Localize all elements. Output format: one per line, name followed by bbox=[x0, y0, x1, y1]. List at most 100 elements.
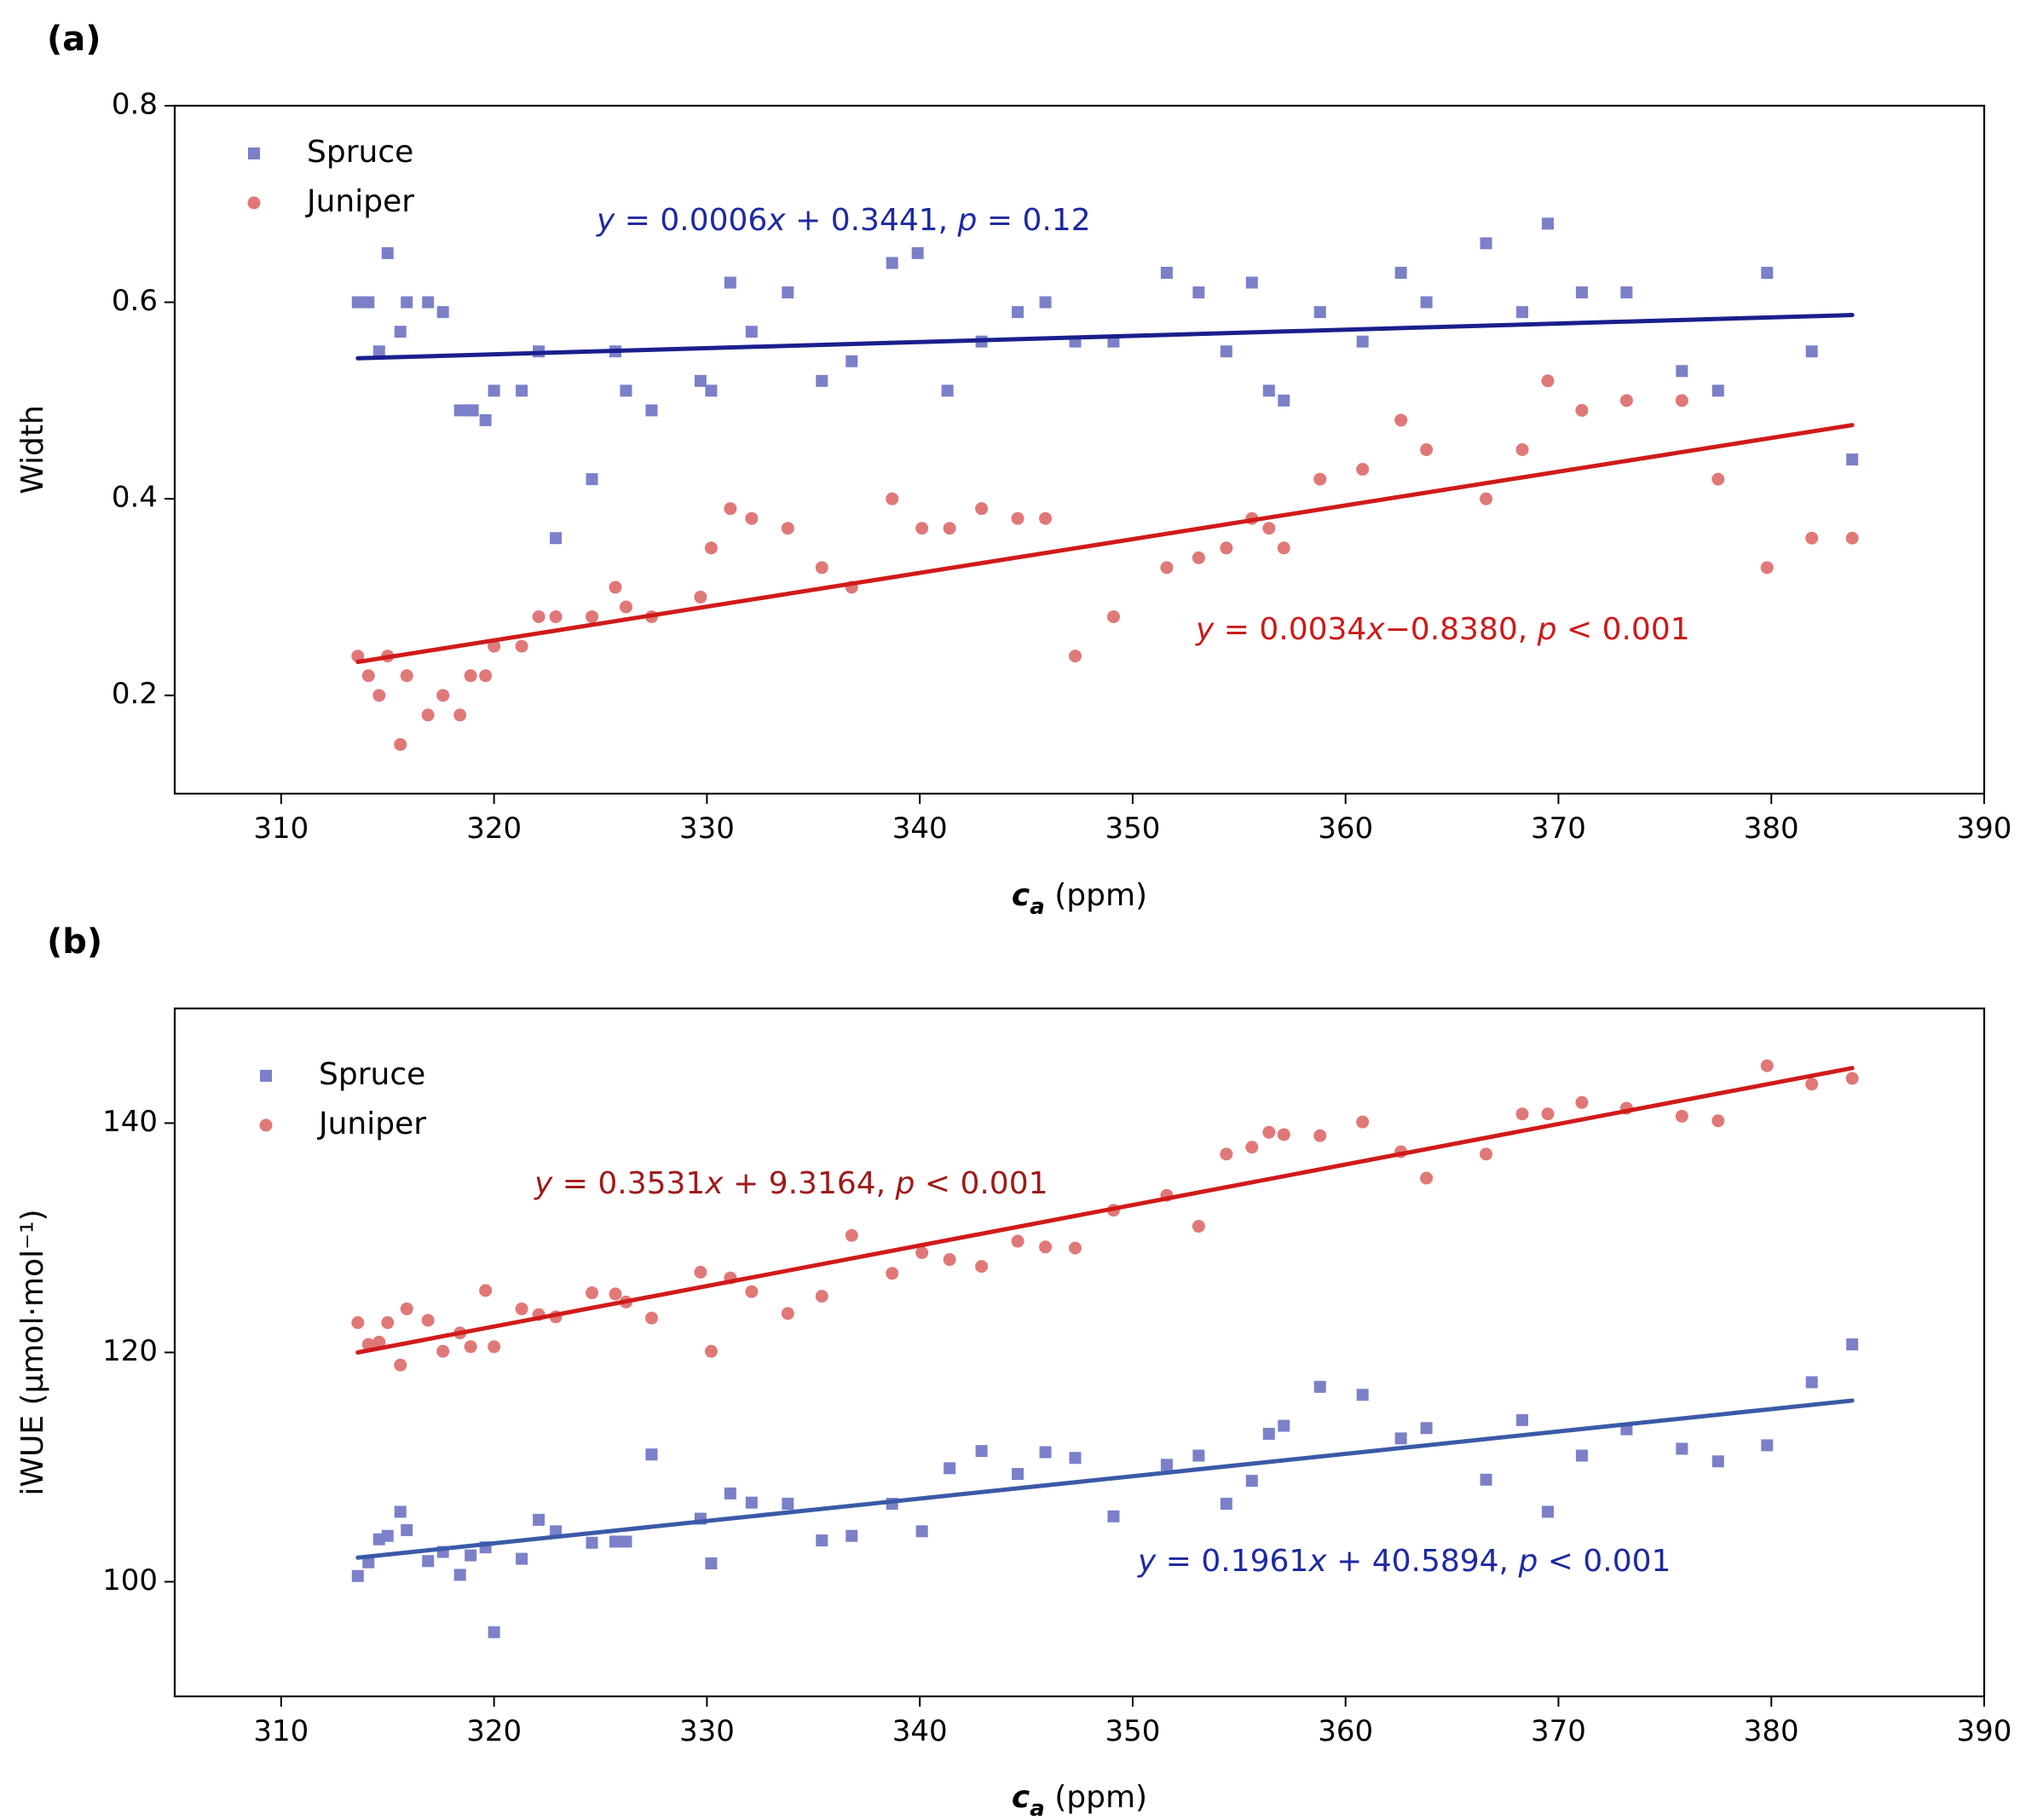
x-tick-label: 390 bbox=[1957, 1714, 2012, 1748]
fit-line-juniper bbox=[355, 1066, 1855, 1355]
data-point-spruce bbox=[1575, 1449, 1588, 1462]
data-point-juniper bbox=[1039, 511, 1053, 525]
data-point-juniper bbox=[1480, 1147, 1493, 1161]
data-point-juniper bbox=[1069, 650, 1082, 663]
data-point-juniper bbox=[1515, 443, 1529, 456]
equation-p-value: < 0.001 bbox=[915, 1166, 1048, 1201]
data-point-spruce bbox=[394, 326, 407, 338]
data-point-juniper bbox=[488, 639, 501, 653]
data-point-spruce bbox=[453, 404, 466, 417]
x-axis-label: ca (ppm) bbox=[1012, 1780, 1147, 1817]
x-tick-label: 360 bbox=[1318, 812, 1373, 846]
data-point-juniper bbox=[609, 1287, 622, 1301]
data-point-juniper bbox=[1619, 394, 1633, 407]
data-point-spruce bbox=[915, 1525, 928, 1538]
series-juniper: y = 0.0034x−0.8380, p < 0.001 bbox=[351, 374, 1859, 751]
data-point-spruce bbox=[1480, 237, 1492, 250]
x-tick-label: 360 bbox=[1318, 1714, 1373, 1748]
data-point-spruce bbox=[782, 286, 794, 299]
data-point-juniper bbox=[1192, 1220, 1205, 1234]
data-point-spruce bbox=[944, 1462, 956, 1475]
panel-label: (a) bbox=[47, 20, 101, 59]
legend-marker-juniper bbox=[259, 1118, 273, 1132]
data-point-spruce bbox=[422, 296, 435, 309]
data-point-spruce bbox=[362, 296, 375, 309]
data-point-juniper bbox=[1011, 1234, 1024, 1248]
data-point-juniper bbox=[351, 1316, 365, 1330]
data-point-spruce bbox=[1676, 1442, 1688, 1455]
data-point-juniper bbox=[351, 650, 365, 663]
data-point-juniper bbox=[745, 511, 759, 525]
data-point-spruce bbox=[550, 1525, 563, 1538]
data-point-juniper bbox=[464, 1340, 477, 1354]
data-point-spruce bbox=[846, 355, 858, 367]
data-point-juniper bbox=[394, 737, 407, 751]
data-point-spruce bbox=[1420, 1422, 1433, 1435]
data-point-spruce bbox=[886, 257, 898, 269]
data-point-juniper bbox=[586, 1286, 599, 1300]
data-point-spruce bbox=[1192, 1449, 1205, 1462]
data-point-spruce bbox=[1394, 266, 1407, 279]
data-point-spruce bbox=[422, 1555, 435, 1568]
data-point-juniper bbox=[943, 1253, 956, 1267]
data-point-juniper bbox=[1220, 1147, 1233, 1161]
data-point-spruce bbox=[1711, 384, 1724, 397]
data-point-juniper bbox=[845, 1228, 858, 1242]
data-point-juniper bbox=[1356, 1115, 1370, 1129]
data-point-spruce bbox=[645, 1448, 658, 1461]
equation-coef: = 0.0034 bbox=[1214, 612, 1366, 647]
data-point-spruce bbox=[694, 374, 707, 387]
data-point-juniper bbox=[745, 1285, 759, 1298]
data-point-juniper bbox=[1541, 374, 1555, 388]
data-point-spruce bbox=[724, 1487, 736, 1499]
data-point-spruce bbox=[372, 345, 385, 358]
data-point-juniper bbox=[479, 669, 493, 683]
legend: Spruce Juniper bbox=[259, 1057, 426, 1141]
y-tick-label: 120 bbox=[102, 1334, 158, 1368]
data-point-juniper bbox=[1711, 1114, 1725, 1128]
data-point-juniper bbox=[815, 561, 828, 575]
legend-label-spruce: Spruce bbox=[307, 135, 413, 170]
equation-p-value: < 0.001 bbox=[1557, 612, 1690, 647]
x-axis-label: ca (ppm) bbox=[1012, 878, 1147, 920]
data-point-juniper bbox=[781, 1307, 794, 1320]
x-tick-label: 370 bbox=[1531, 812, 1586, 846]
equation-intercept: + 0.3441, bbox=[786, 203, 958, 238]
fit-line-juniper bbox=[355, 423, 1855, 665]
data-point-juniper bbox=[1420, 1171, 1434, 1185]
data-point-spruce bbox=[465, 1549, 477, 1562]
x-axis-label-unit: (ppm) bbox=[1045, 878, 1147, 913]
data-point-juniper bbox=[1192, 551, 1205, 564]
data-point-spruce bbox=[466, 404, 479, 417]
data-point-spruce bbox=[479, 413, 492, 426]
x-tick-label: 330 bbox=[679, 1714, 735, 1748]
data-point-juniper bbox=[361, 1338, 375, 1351]
data-point-spruce bbox=[705, 384, 718, 397]
data-point-juniper bbox=[1805, 1078, 1819, 1091]
data-point-spruce bbox=[1711, 1455, 1724, 1468]
data-point-spruce bbox=[1541, 217, 1554, 230]
data-point-spruce bbox=[1107, 1510, 1120, 1522]
data-point-juniper bbox=[453, 708, 467, 722]
data-point-juniper bbox=[815, 1290, 828, 1303]
data-point-juniper bbox=[1805, 531, 1819, 545]
data-point-spruce bbox=[911, 246, 924, 259]
y-tick-label: 0.4 bbox=[112, 481, 158, 515]
data-point-spruce bbox=[724, 276, 736, 289]
data-point-juniper bbox=[704, 541, 718, 555]
data-point-juniper bbox=[1245, 1141, 1259, 1154]
data-point-juniper bbox=[724, 502, 737, 516]
data-point-juniper bbox=[1480, 492, 1493, 506]
data-point-juniper bbox=[886, 492, 899, 506]
x-tick-label: 310 bbox=[253, 812, 309, 846]
series-spruce: y = 0.0006x + 0.3441, p = 0.12 bbox=[351, 203, 1859, 545]
data-point-spruce bbox=[975, 1445, 988, 1458]
data-point-spruce bbox=[1313, 1380, 1326, 1393]
y-axis-label: Width bbox=[15, 405, 50, 494]
y-tick-label: 140 bbox=[102, 1105, 158, 1139]
equation-juniper: y = 0.0034x−0.8380, p < 0.001 bbox=[1195, 612, 1690, 647]
data-point-juniper bbox=[1845, 531, 1859, 545]
data-point-juniper bbox=[644, 1311, 658, 1325]
legend-marker-spruce bbox=[260, 1070, 272, 1082]
data-point-spruce bbox=[745, 1496, 758, 1509]
